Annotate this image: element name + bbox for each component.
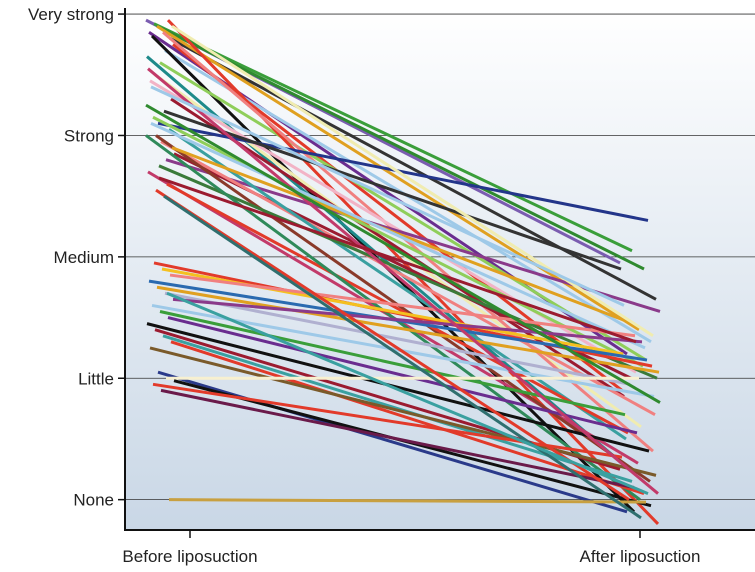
series-line	[155, 134, 651, 483]
series-line	[169, 273, 636, 338]
y-tick-label: Little	[78, 369, 114, 388]
series-line	[168, 498, 647, 504]
series-line	[172, 297, 643, 344]
x-tick-label: Before liposuction	[122, 547, 257, 566]
series-line	[167, 316, 638, 435]
y-tick-label: Strong	[64, 126, 114, 145]
series-line	[153, 22, 633, 253]
series-line	[159, 310, 626, 417]
series-line	[147, 67, 659, 495]
series-line	[145, 134, 641, 501]
y-tick-label: Very strong	[28, 5, 114, 24]
series-line	[164, 291, 631, 386]
series-line	[145, 103, 661, 404]
series-lines	[145, 18, 661, 525]
series-line	[171, 146, 634, 326]
axes	[124, 8, 755, 531]
y-tick-label: Medium	[54, 248, 114, 267]
series-line	[166, 182, 629, 435]
series-line	[171, 24, 654, 338]
x-tick-labels: Before liposuction After liposuction	[122, 530, 700, 566]
series-line	[149, 79, 637, 374]
series-line	[155, 188, 630, 501]
series-line	[149, 346, 657, 477]
series-line	[162, 334, 633, 483]
y-tick-label: None	[73, 491, 114, 510]
series-line	[166, 291, 649, 495]
series-line	[163, 109, 622, 271]
series-line	[163, 194, 642, 520]
series-line	[158, 164, 658, 380]
series-line	[168, 128, 627, 441]
series-line	[161, 27, 645, 271]
x-tick-label: After liposuction	[580, 547, 701, 566]
series-line	[157, 121, 649, 222]
series-line	[156, 285, 660, 374]
series-line	[146, 322, 650, 453]
y-tick-labels: None Little Medium Strong Very strong	[28, 5, 114, 510]
series-line	[158, 176, 637, 344]
series-line	[150, 121, 646, 350]
series-line	[169, 37, 657, 301]
series-line	[150, 85, 625, 307]
series-line	[160, 388, 635, 489]
series-line	[160, 140, 656, 416]
series-line	[170, 97, 625, 398]
